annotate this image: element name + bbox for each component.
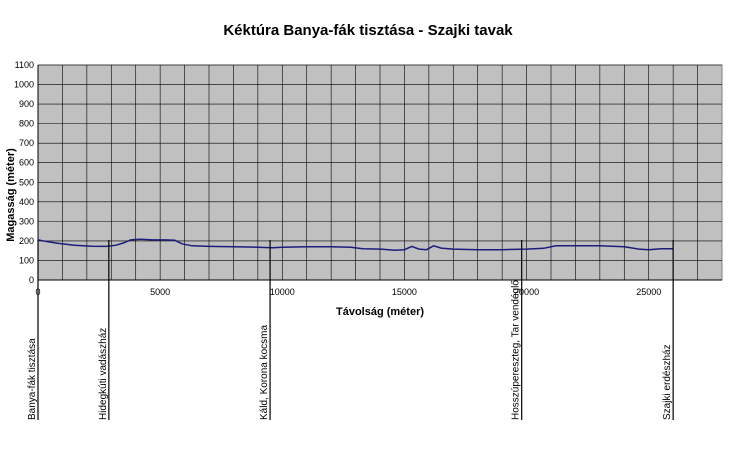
y-tick-label: 500 [19,177,34,187]
y-tick-label: 800 [19,119,34,129]
waypoint-label: Szajki erdészház [662,344,673,420]
elevation-series-line [37,238,674,252]
y-tick-label: 600 [19,158,34,168]
y-tick-label: 1100 [15,60,34,70]
y-axis-ticks: 0 100 200 300 400 500 600 700 800 900 1000 1100 [14,60,34,285]
y-tick-label: 1000 [14,80,34,90]
x-tick-label: 5000 [150,287,170,297]
y-tick-label: 200 [19,236,34,246]
waypoint-label: Káld, Korona kocsma [259,325,270,420]
waypoint-label: Hosszúpereszteg, Tar vendéglő [511,280,522,420]
chart-title: Kéktúra Banya-fák tisztása - Szajki tava… [223,22,513,39]
y-tick-label: 100 [19,255,34,265]
x-tick-label: 20000 [514,287,539,297]
x-tick-label: 10000 [270,287,295,297]
waypoint-markers: Banya-fák tisztása Hidegkúti vadászház Kál… [27,240,674,420]
x-tick-label: 15000 [392,287,417,297]
waypoint-label: Hidegkúti vadászház [98,328,109,420]
y-tick-label: 0 [29,275,34,285]
y-tick-label: 900 [19,99,34,109]
x-tick-label: 25000 [636,287,661,297]
y-tick-label: 400 [19,197,34,207]
y-tick-label: 700 [19,138,34,148]
x-axis-title: Távolság (méter) [336,306,424,318]
waypoint-label: Banya-fák tisztása [27,338,38,420]
y-axis-title: Magasság (méter) [5,148,17,242]
y-tick-label: 300 [19,216,34,226]
